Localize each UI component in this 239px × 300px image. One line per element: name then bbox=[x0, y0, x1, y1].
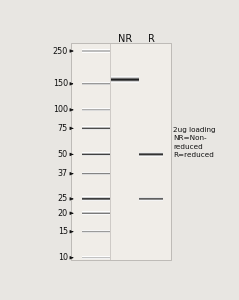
Text: 250: 250 bbox=[53, 46, 68, 56]
Text: R: R bbox=[148, 34, 155, 44]
Bar bbox=[111, 78, 139, 79]
Bar bbox=[111, 82, 139, 83]
Bar bbox=[71, 43, 171, 260]
Bar bbox=[111, 76, 139, 77]
Text: 150: 150 bbox=[53, 79, 68, 88]
Bar bbox=[111, 79, 139, 80]
Text: 20: 20 bbox=[58, 209, 68, 218]
Bar bbox=[111, 77, 139, 78]
Text: 25: 25 bbox=[58, 194, 68, 203]
Text: 75: 75 bbox=[58, 124, 68, 133]
Bar bbox=[111, 80, 139, 81]
Text: 15: 15 bbox=[58, 227, 68, 236]
Text: 50: 50 bbox=[58, 150, 68, 159]
Bar bbox=[111, 76, 139, 77]
Text: 2ug loading
NR=Non-
reduced
R=reduced: 2ug loading NR=Non- reduced R=reduced bbox=[174, 127, 216, 158]
Text: 100: 100 bbox=[53, 105, 68, 114]
Text: NR: NR bbox=[118, 34, 132, 44]
Bar bbox=[111, 81, 139, 82]
Bar bbox=[111, 82, 139, 83]
Bar bbox=[111, 81, 139, 82]
Text: 10: 10 bbox=[58, 253, 68, 262]
Text: 37: 37 bbox=[58, 169, 68, 178]
